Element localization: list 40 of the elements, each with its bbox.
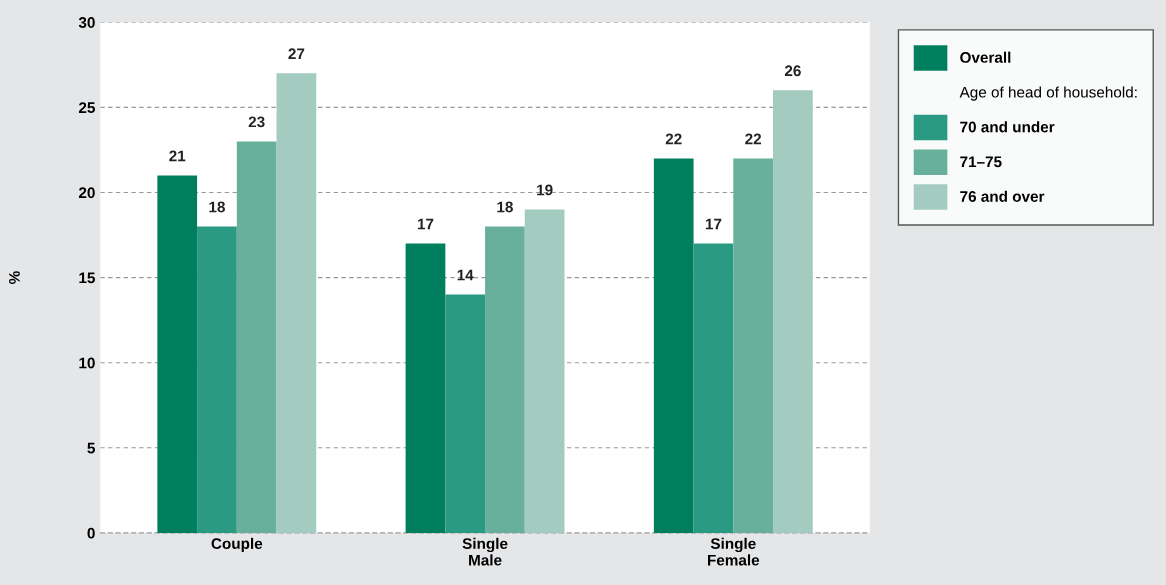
bar xyxy=(405,243,446,533)
data-label: 26 xyxy=(784,65,801,77)
bar xyxy=(236,141,277,533)
legend-label: 76 and over xyxy=(960,190,1045,202)
y-tick-label: 5 xyxy=(87,442,95,454)
bar xyxy=(485,226,525,533)
legend-title: Age of head of household: xyxy=(959,86,1137,101)
data-label: 18 xyxy=(497,201,513,213)
y-tick-label: 30 xyxy=(78,17,95,28)
data-label: 19 xyxy=(537,184,553,196)
bar xyxy=(693,243,734,533)
data-label: 21 xyxy=(169,150,186,162)
bar xyxy=(653,158,694,533)
bar xyxy=(445,294,486,533)
legend-label: Overall xyxy=(960,51,1011,63)
data-label: 22 xyxy=(665,133,682,145)
data-label: 23 xyxy=(248,116,265,128)
bar xyxy=(733,158,774,533)
legend-label: 70 and under xyxy=(960,121,1055,133)
data-label: 18 xyxy=(209,201,225,213)
y-tick-label: 10 xyxy=(79,357,95,369)
y-tick-label: 15 xyxy=(79,272,95,284)
bar xyxy=(524,209,565,533)
y-tick-label: 0 xyxy=(87,527,95,539)
bar xyxy=(197,226,237,533)
x-tick-label: Couple xyxy=(211,537,263,553)
x-tick-label: Single Female xyxy=(708,537,760,566)
data-label: 27 xyxy=(288,48,305,60)
bar xyxy=(157,175,198,533)
data-label: 14 xyxy=(457,269,474,281)
data-label: 17 xyxy=(417,218,434,230)
y-tick-label: 25 xyxy=(78,102,95,114)
y-axis-title: % xyxy=(9,271,20,284)
data-label: 17 xyxy=(705,218,722,230)
y-tick-label: 20 xyxy=(78,187,95,199)
x-tick-label: Single Male xyxy=(462,537,508,566)
legend-label: 71–75 xyxy=(960,156,1002,168)
bar xyxy=(276,73,317,533)
bar xyxy=(773,90,813,533)
data-label: 22 xyxy=(745,133,762,145)
